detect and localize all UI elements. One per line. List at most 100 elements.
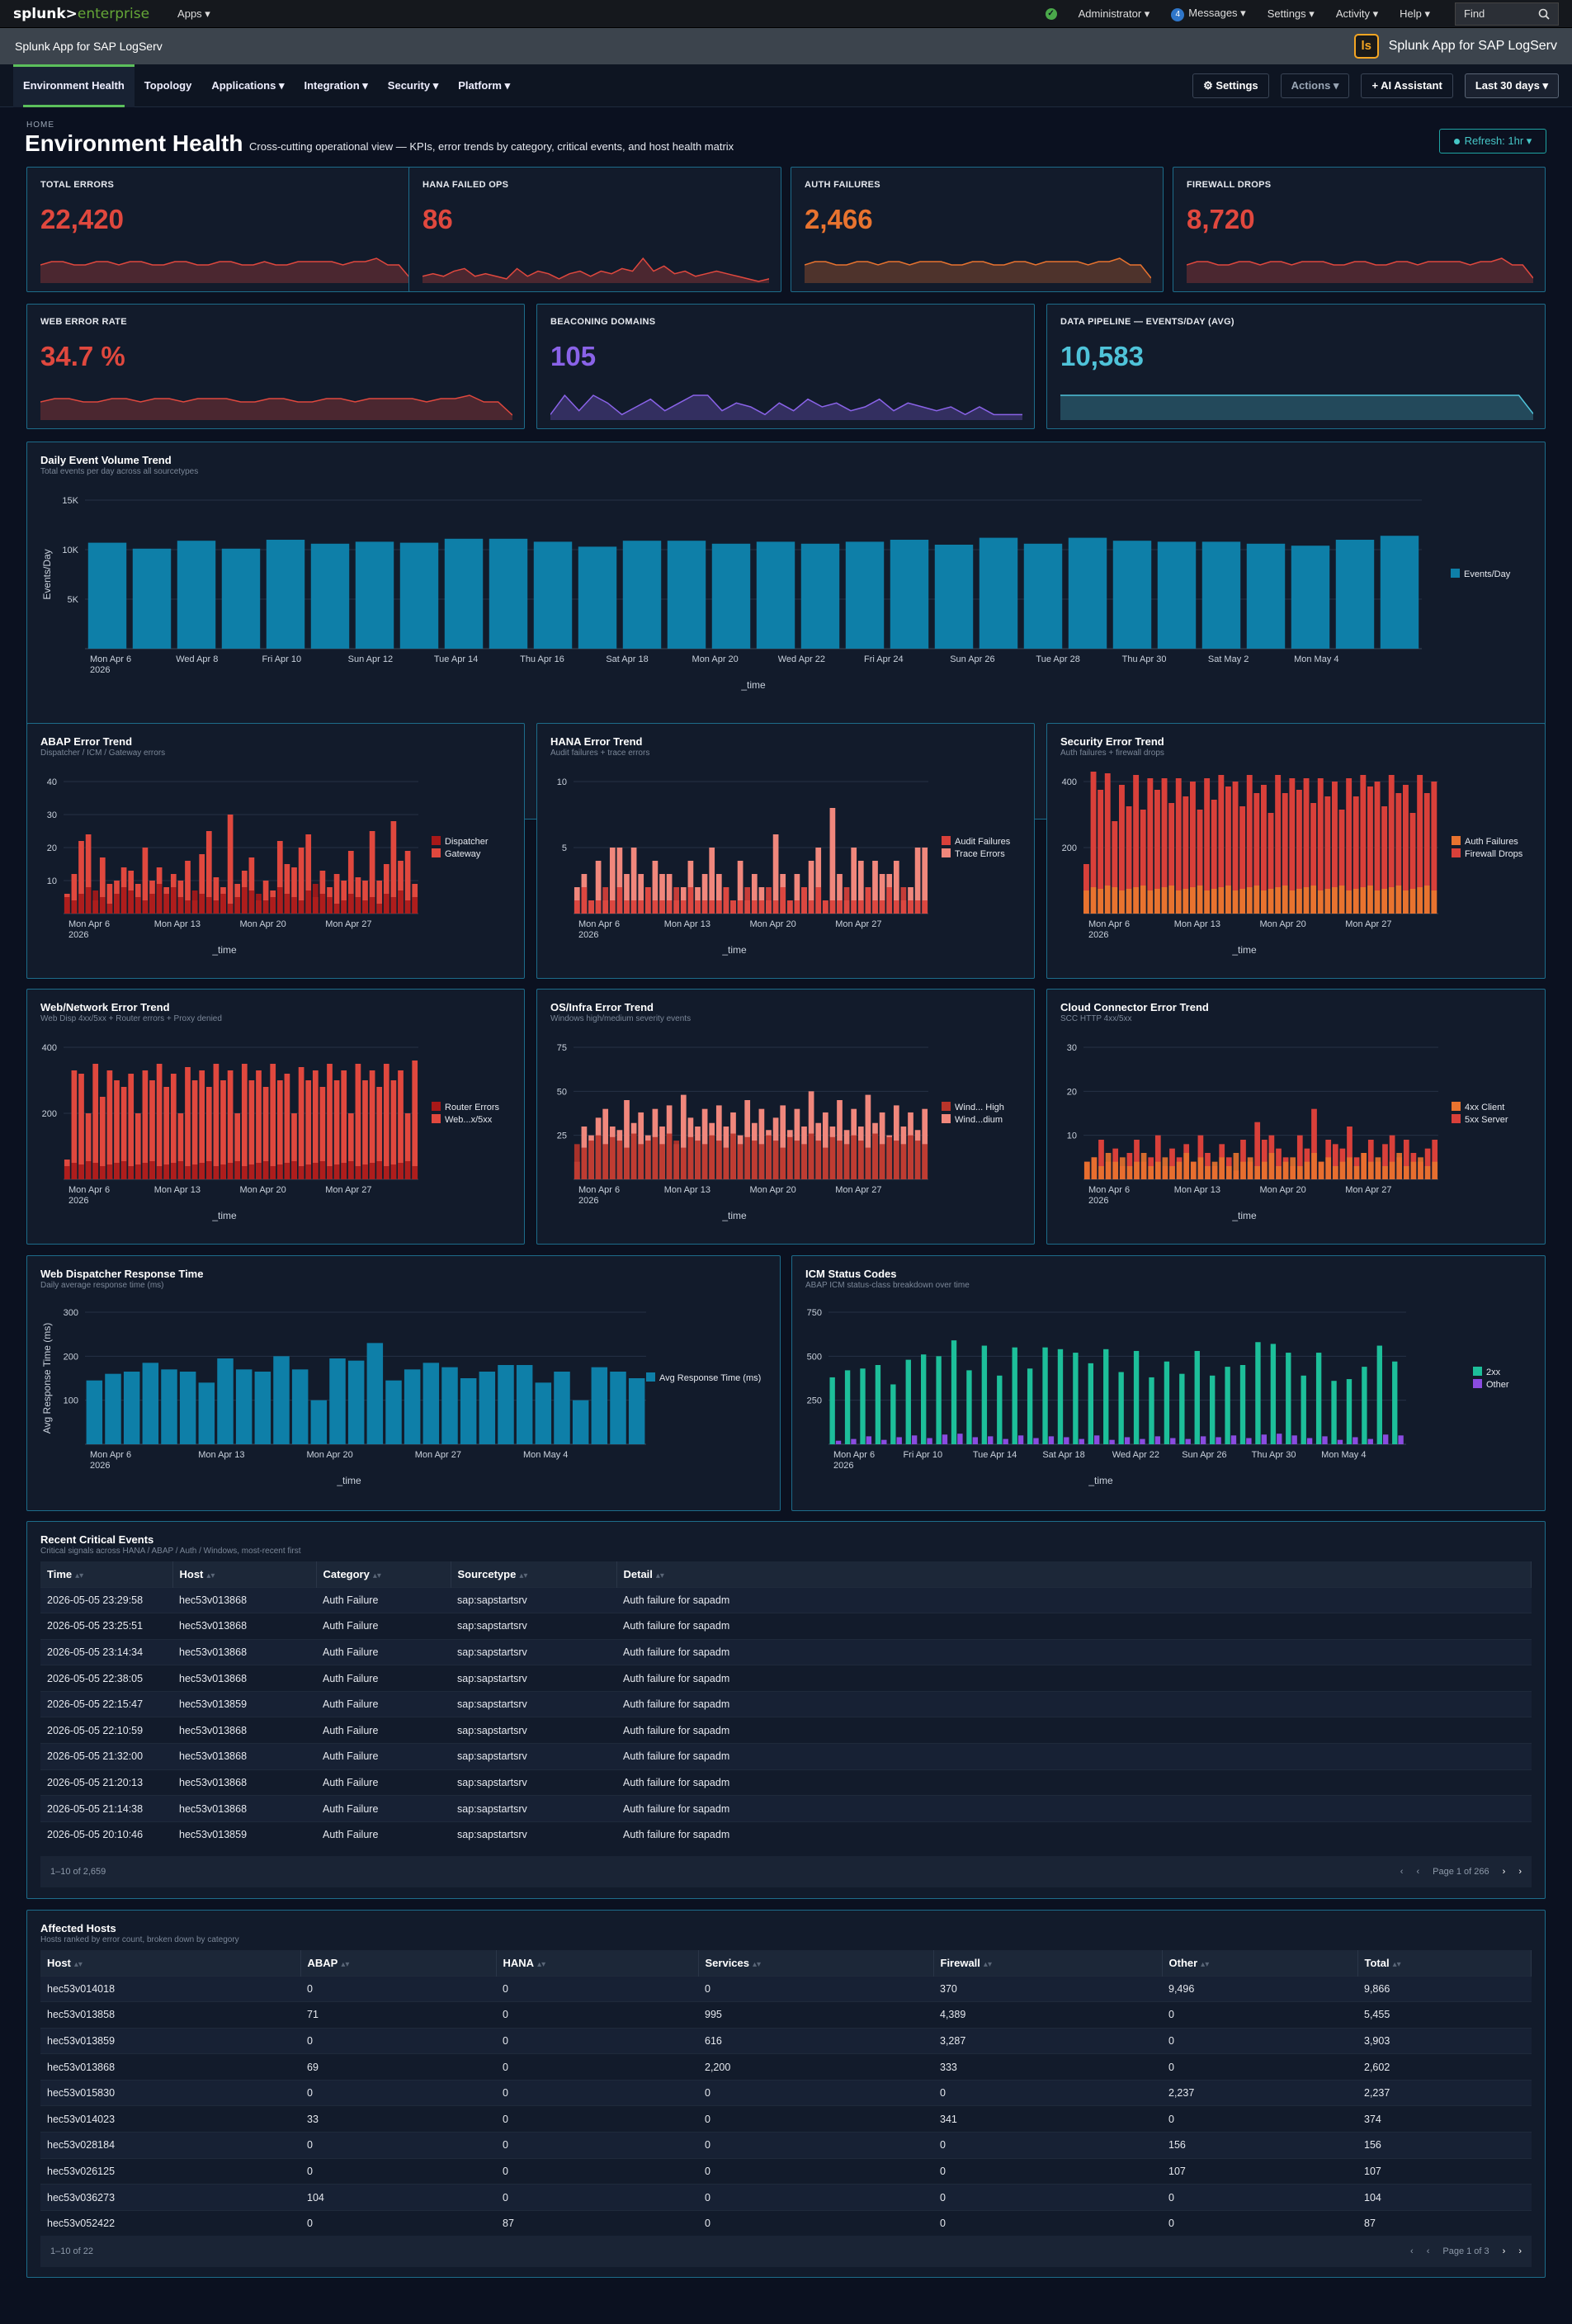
table-row[interactable]: 2026-05-05 22:15:47 hec53v013859 Auth Fail… xyxy=(40,1690,1532,1717)
sort-icon[interactable]: ▴▾ xyxy=(75,1571,84,1580)
bar[interactable] xyxy=(751,1141,758,1179)
bar[interactable] xyxy=(390,897,397,914)
bar[interactable] xyxy=(319,894,326,914)
bar[interactable] xyxy=(1161,778,1168,887)
bar[interactable] xyxy=(1381,806,1388,889)
legend-label[interactable]: Trace Errors xyxy=(955,849,1005,859)
bar[interactable] xyxy=(1338,886,1345,914)
messages-menu[interactable]: 4 Messages ▾ xyxy=(1171,7,1246,21)
bar[interactable] xyxy=(312,1070,319,1179)
bar[interactable] xyxy=(78,841,84,914)
table-row[interactable]: hec53v013858 71 0 995 4,389 0 5,455 xyxy=(40,2001,1532,2029)
bar[interactable] xyxy=(156,1166,163,1179)
bar[interactable] xyxy=(460,1378,477,1444)
table-row[interactable]: 2026-05-05 23:25:51 hec53v013868 Auth Fail… xyxy=(40,1613,1532,1640)
bar[interactable] xyxy=(498,1365,514,1444)
bar[interactable] xyxy=(737,1144,744,1179)
bar[interactable] xyxy=(235,1369,253,1444)
bar[interactable] xyxy=(602,887,609,914)
bar[interactable] xyxy=(1346,778,1352,890)
bar[interactable] xyxy=(638,900,644,914)
bar[interactable] xyxy=(1296,1135,1303,1179)
bar[interactable] xyxy=(1376,1345,1382,1444)
bar[interactable] xyxy=(1154,889,1160,914)
bar[interactable] xyxy=(644,887,651,914)
legend-label[interactable]: Router Errors xyxy=(445,1103,500,1112)
table-row[interactable]: hec53v014023 33 0 0 341 0 374 xyxy=(40,2105,1532,2133)
column-header[interactable]: Detail ▴▾ xyxy=(616,1561,1532,1587)
bar[interactable] xyxy=(1133,887,1140,914)
bar[interactable] xyxy=(845,541,885,649)
bar[interactable] xyxy=(149,894,155,914)
bar[interactable] xyxy=(179,1372,196,1444)
bar[interactable] xyxy=(1240,1161,1246,1179)
bar[interactable] xyxy=(1275,775,1282,887)
bar[interactable] xyxy=(85,834,92,914)
bar[interactable] xyxy=(291,1161,297,1179)
bar[interactable] xyxy=(786,1136,793,1179)
bar[interactable] xyxy=(1431,890,1437,914)
bar[interactable] xyxy=(844,1370,851,1444)
bar[interactable] xyxy=(1388,775,1395,887)
bar[interactable] xyxy=(1149,1377,1154,1444)
bar[interactable] xyxy=(744,1136,751,1179)
bar[interactable] xyxy=(1317,890,1324,914)
bar[interactable] xyxy=(857,1141,864,1179)
sort-icon[interactable]: ▴▾ xyxy=(206,1571,215,1580)
bar[interactable] xyxy=(851,900,857,914)
bar[interactable] xyxy=(128,1074,135,1179)
bar[interactable] xyxy=(312,884,319,914)
kpi-panel[interactable]: WEB ERROR RATE 34.7 % xyxy=(26,304,525,429)
bar[interactable] xyxy=(1346,1379,1352,1444)
bar[interactable] xyxy=(922,848,928,914)
bar[interactable] xyxy=(273,1356,290,1444)
bar[interactable] xyxy=(1169,1166,1175,1179)
bar[interactable] xyxy=(616,848,623,914)
bar[interactable] xyxy=(1017,1435,1024,1444)
sort-icon[interactable]: ▴▾ xyxy=(341,1959,350,1969)
bar[interactable] xyxy=(1324,796,1331,889)
bar[interactable] xyxy=(1083,864,1089,890)
legend-label[interactable]: 5xx Server xyxy=(1465,1115,1508,1125)
bar[interactable] xyxy=(1140,1153,1147,1179)
bar[interactable] xyxy=(829,808,836,914)
bar[interactable] xyxy=(772,900,779,914)
bar[interactable] xyxy=(533,541,573,649)
bar[interactable] xyxy=(595,900,602,914)
bar[interactable] xyxy=(1331,1381,1337,1444)
bar[interactable] xyxy=(1094,1435,1100,1444)
bar[interactable] xyxy=(1154,1161,1161,1179)
bar[interactable] xyxy=(341,900,347,914)
bar[interactable] xyxy=(327,1166,333,1179)
help-menu[interactable]: Help ▾ xyxy=(1400,7,1430,20)
bar[interactable] xyxy=(715,1141,722,1179)
bar[interactable] xyxy=(730,900,736,914)
bar[interactable] xyxy=(87,542,127,649)
bar[interactable] xyxy=(1197,1157,1204,1179)
bar[interactable] xyxy=(135,1113,141,1179)
bar[interactable] xyxy=(1225,886,1231,914)
bar[interactable] xyxy=(1261,1140,1268,1179)
bar[interactable] xyxy=(516,1365,533,1444)
bar[interactable] xyxy=(695,900,701,914)
bar[interactable] xyxy=(624,1100,630,1179)
bar[interactable] xyxy=(412,1166,418,1179)
bar[interactable] xyxy=(1124,1437,1131,1444)
bar[interactable] xyxy=(327,1064,333,1179)
bar[interactable] xyxy=(936,1356,942,1444)
bar[interactable] xyxy=(248,1080,255,1179)
bar[interactable] xyxy=(114,894,120,914)
bar[interactable] xyxy=(1098,1166,1104,1179)
bar[interactable] xyxy=(161,1369,177,1444)
bar[interactable] xyxy=(327,897,333,914)
bar[interactable] xyxy=(1168,886,1175,914)
bar[interactable] xyxy=(1126,1166,1133,1179)
bar[interactable] xyxy=(135,1164,141,1179)
table-row[interactable]: 2026-05-05 23:29:58 hec53v013868 Auth Fail… xyxy=(40,1586,1532,1613)
bar[interactable] xyxy=(1296,889,1302,914)
bar[interactable] xyxy=(291,1369,309,1444)
bar[interactable] xyxy=(1232,890,1239,914)
bar[interactable] xyxy=(1410,1161,1417,1179)
bar[interactable] xyxy=(981,1345,988,1444)
bar[interactable] xyxy=(248,1164,255,1179)
